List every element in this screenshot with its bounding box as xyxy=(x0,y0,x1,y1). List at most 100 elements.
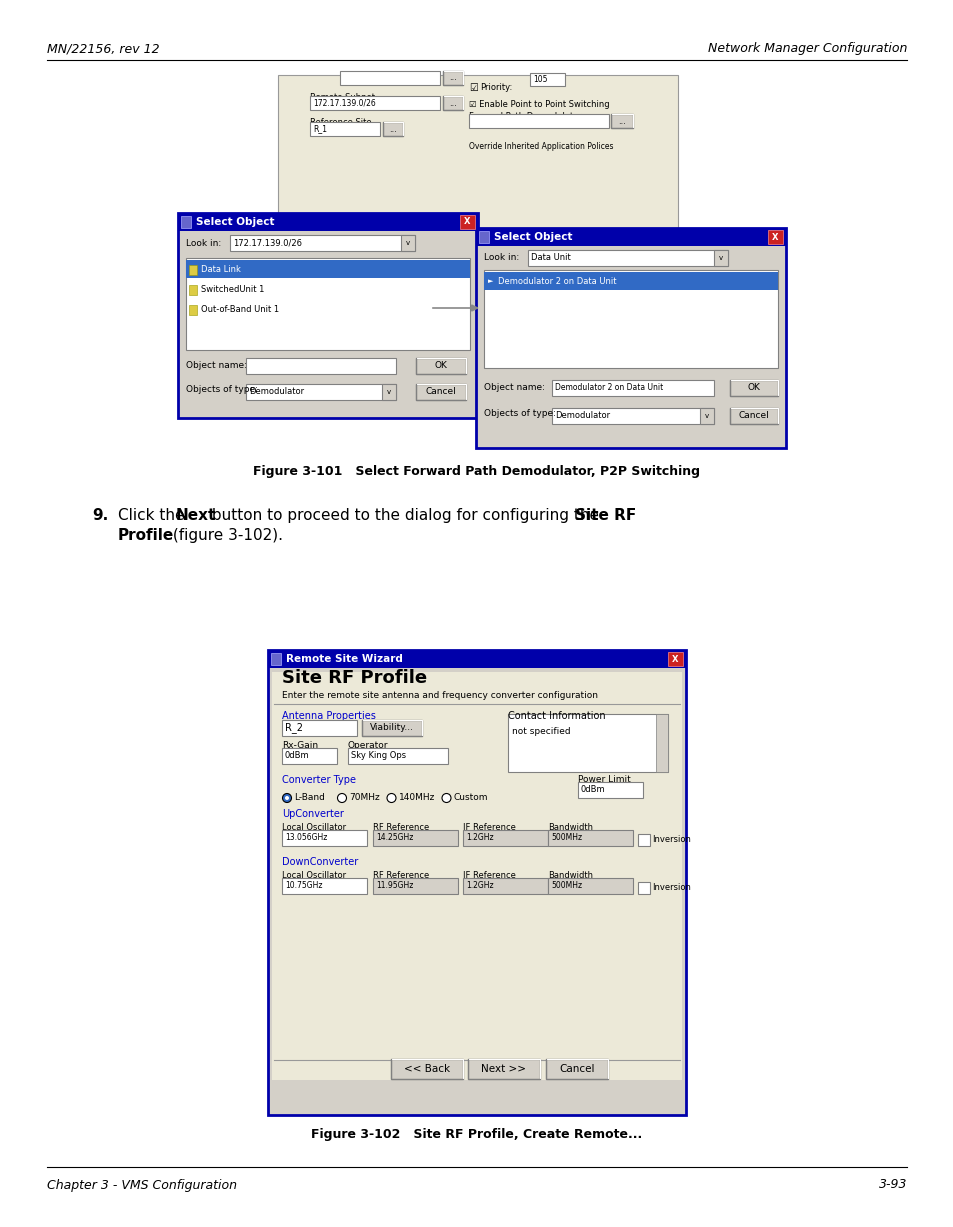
Bar xyxy=(476,228,785,448)
Text: Figure 3-101   Select Forward Path Demodulator, P2P Switching: Figure 3-101 Select Forward Path Demodul… xyxy=(253,465,700,479)
Text: 500MHz: 500MHz xyxy=(551,881,581,891)
Text: Select Object: Select Object xyxy=(494,232,572,242)
Bar xyxy=(282,748,336,764)
Bar xyxy=(547,879,633,894)
Bar xyxy=(700,409,713,425)
Circle shape xyxy=(387,794,395,802)
Text: Antenna Properties: Antenna Properties xyxy=(282,710,375,721)
Bar xyxy=(373,829,457,845)
Bar xyxy=(391,1059,462,1079)
Bar xyxy=(271,653,281,665)
Text: Next >>: Next >> xyxy=(481,1064,526,1074)
Bar xyxy=(527,250,727,266)
Text: Demodulator: Demodulator xyxy=(555,411,610,421)
Bar xyxy=(552,409,713,425)
Bar xyxy=(277,75,678,236)
Text: SwitchedUnit 1: SwitchedUnit 1 xyxy=(201,285,264,293)
Bar xyxy=(638,882,649,894)
Text: v: v xyxy=(387,389,391,395)
Bar xyxy=(246,358,395,374)
Text: R_2: R_2 xyxy=(285,723,303,734)
Text: Site RF Profile: Site RF Profile xyxy=(282,669,427,687)
Bar xyxy=(468,1059,539,1079)
Bar xyxy=(610,114,633,128)
Text: MN/22156, rev 12: MN/22156, rev 12 xyxy=(47,42,159,55)
Text: 14.25GHz: 14.25GHz xyxy=(375,833,413,843)
Text: 3-93: 3-93 xyxy=(878,1178,906,1191)
Text: 0dBm: 0dBm xyxy=(285,751,310,761)
Bar xyxy=(348,748,448,764)
Circle shape xyxy=(285,796,289,800)
Bar xyxy=(459,215,475,229)
Text: 500MHz: 500MHz xyxy=(551,833,581,843)
Bar xyxy=(246,384,395,400)
Bar xyxy=(462,879,547,894)
Text: Objects of type:: Objects of type: xyxy=(186,385,257,395)
Text: IF Reference: IF Reference xyxy=(462,823,516,832)
Text: Object name:: Object name: xyxy=(186,362,247,371)
Text: Data Unit: Data Unit xyxy=(531,254,570,263)
Text: Object name:: Object name: xyxy=(483,384,544,393)
Bar xyxy=(483,270,778,368)
Text: Demodulator 2 on Data Unit: Demodulator 2 on Data Unit xyxy=(555,384,662,393)
Text: Reference Site: Reference Site xyxy=(310,118,372,128)
Bar xyxy=(545,1059,607,1079)
Text: Cancel: Cancel xyxy=(738,411,768,421)
Text: RF Reference: RF Reference xyxy=(373,823,429,832)
Text: Local Oscillator: Local Oscillator xyxy=(282,871,346,881)
Bar xyxy=(189,285,196,294)
Bar xyxy=(282,879,367,894)
Bar xyxy=(713,250,727,266)
Bar xyxy=(310,96,439,110)
Text: Profile: Profile xyxy=(118,528,174,544)
Text: Cancel: Cancel xyxy=(425,388,456,396)
Bar xyxy=(547,829,633,845)
Text: 105: 105 xyxy=(533,75,547,83)
Bar xyxy=(552,380,713,396)
Bar xyxy=(381,384,395,400)
Text: Site RF: Site RF xyxy=(575,508,636,523)
Bar xyxy=(442,96,462,110)
Text: Operator: Operator xyxy=(348,741,388,751)
Text: Data Link: Data Link xyxy=(201,265,240,274)
Text: Enter the remote site antenna and frequency converter configuration: Enter the remote site antenna and freque… xyxy=(282,692,598,701)
Text: Rx-Gain: Rx-Gain xyxy=(282,741,317,751)
Circle shape xyxy=(441,794,451,802)
Bar xyxy=(361,720,421,736)
Text: R_1: R_1 xyxy=(313,124,327,134)
Text: 9.: 9. xyxy=(91,508,108,523)
Bar xyxy=(767,229,782,244)
Text: Sky King Ops: Sky King Ops xyxy=(351,751,406,761)
Text: v: v xyxy=(704,413,708,418)
Bar xyxy=(178,213,477,231)
Bar xyxy=(462,829,547,845)
Text: ☑ Enable Point to Point Switching: ☑ Enable Point to Point Switching xyxy=(469,99,609,109)
Text: IF Reference: IF Reference xyxy=(462,871,516,881)
Text: Chapter 3 - VMS Configuration: Chapter 3 - VMS Configuration xyxy=(47,1178,236,1191)
Bar xyxy=(230,236,415,252)
Text: << Back: << Back xyxy=(403,1064,450,1074)
Text: v: v xyxy=(406,240,410,245)
Text: Network Manager Configuration: Network Manager Configuration xyxy=(707,42,906,55)
Text: DownConverter: DownConverter xyxy=(282,856,358,867)
Bar xyxy=(181,216,191,228)
Bar xyxy=(507,714,667,772)
Text: Custom: Custom xyxy=(453,794,488,802)
Text: Local Oscillator: Local Oscillator xyxy=(282,823,346,832)
Text: 0dBm: 0dBm xyxy=(580,785,605,795)
Bar xyxy=(310,121,379,136)
Text: button to proceed to the dialog for configuring the: button to proceed to the dialog for conf… xyxy=(207,508,603,523)
Text: not specified: not specified xyxy=(512,728,570,736)
Bar xyxy=(282,720,356,736)
Bar xyxy=(442,71,462,85)
Bar xyxy=(186,258,470,350)
Bar xyxy=(416,384,465,400)
Bar xyxy=(638,834,649,845)
Text: Viability...: Viability... xyxy=(370,724,414,733)
Text: 140MHz: 140MHz xyxy=(398,794,435,802)
Text: Bandwidth: Bandwidth xyxy=(547,823,593,832)
Bar xyxy=(373,879,457,894)
Bar xyxy=(339,71,439,85)
Text: Priority:: Priority: xyxy=(479,83,512,92)
Text: Remote Site Wizard: Remote Site Wizard xyxy=(286,654,402,664)
